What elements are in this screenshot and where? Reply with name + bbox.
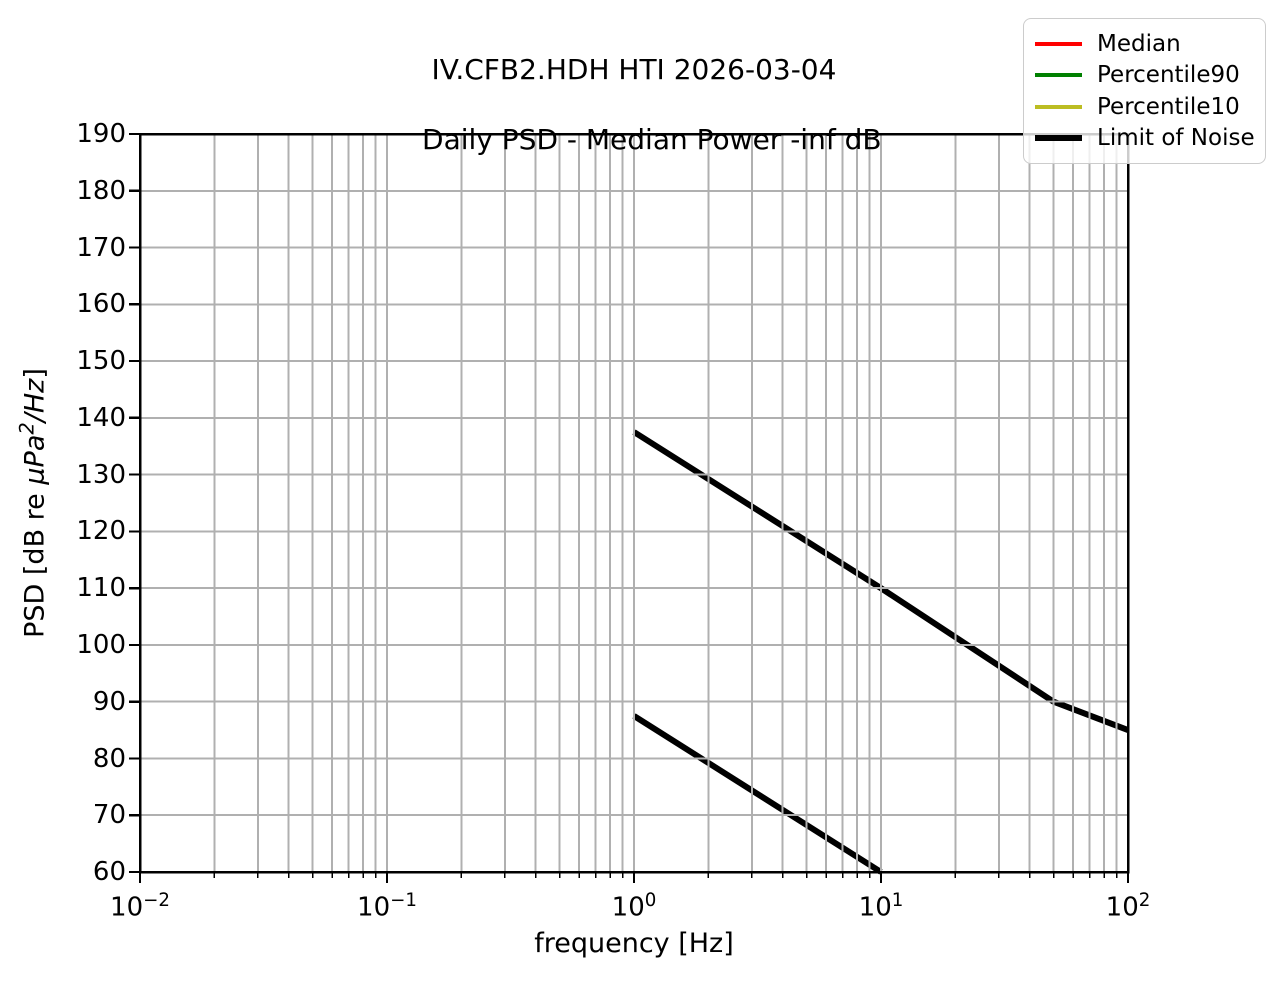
y-tick-label: 80 bbox=[92, 743, 126, 774]
y-tick-label: 140 bbox=[76, 402, 126, 433]
x-tick-label: 101 bbox=[858, 890, 904, 923]
legend-line-sample bbox=[1035, 135, 1082, 142]
legend: Median Percentile90 Percentile10 Limit of N… bbox=[1023, 18, 1266, 164]
y-tick-label: 150 bbox=[76, 346, 126, 377]
y-tick-label: 130 bbox=[76, 459, 126, 490]
chart-title-line1: IV.CFB2.HDH HTI 2026-03-04 bbox=[431, 53, 837, 86]
legend-label: Median bbox=[1097, 30, 1181, 57]
legend-line-sample bbox=[1035, 73, 1082, 78]
y-tick-label: 160 bbox=[76, 289, 126, 320]
legend-label: Percentile10 bbox=[1097, 93, 1240, 120]
y-tick-label: 180 bbox=[76, 175, 126, 206]
x-tick-label: 10−1 bbox=[357, 890, 417, 923]
y-tick-label: 120 bbox=[76, 516, 126, 547]
legend-line-sample bbox=[1035, 104, 1082, 109]
chart-title-line2: Daily PSD - Median Power -inf dB bbox=[422, 123, 882, 156]
legend-item: Percentile10 bbox=[1035, 91, 1251, 122]
legend-label: Limit of Noise bbox=[1097, 125, 1255, 152]
x-axis-label: frequency [Hz] bbox=[534, 928, 734, 959]
x-tick-label: 100 bbox=[611, 890, 657, 923]
chart-title: IV.CFB2.HDH HTI 2026-03-04 Daily PSD - M… bbox=[140, 52, 1128, 192]
y-tick-label: 90 bbox=[92, 686, 126, 717]
gridlines bbox=[139, 133, 1129, 873]
x-tick-label: 102 bbox=[1105, 890, 1151, 923]
legend-item: Limit of Noise bbox=[1035, 123, 1255, 154]
y-tick-label: 70 bbox=[92, 800, 126, 831]
y-tick-label: 190 bbox=[76, 119, 126, 149]
y-tick-label: 170 bbox=[76, 232, 126, 263]
legend-label: Percentile90 bbox=[1097, 62, 1240, 89]
y-tick-label: 110 bbox=[76, 573, 126, 604]
series-line bbox=[632, 713, 883, 875]
axis-ticks bbox=[129, 132, 1130, 883]
y-tick-label: 60 bbox=[92, 857, 126, 887]
legend-item: Median bbox=[1035, 28, 1251, 59]
y-tick-label: 100 bbox=[76, 629, 126, 660]
x-tick-label: 10−2 bbox=[110, 890, 170, 923]
legend-item: Percentile90 bbox=[1035, 60, 1251, 91]
legend-line-sample bbox=[1035, 41, 1082, 46]
